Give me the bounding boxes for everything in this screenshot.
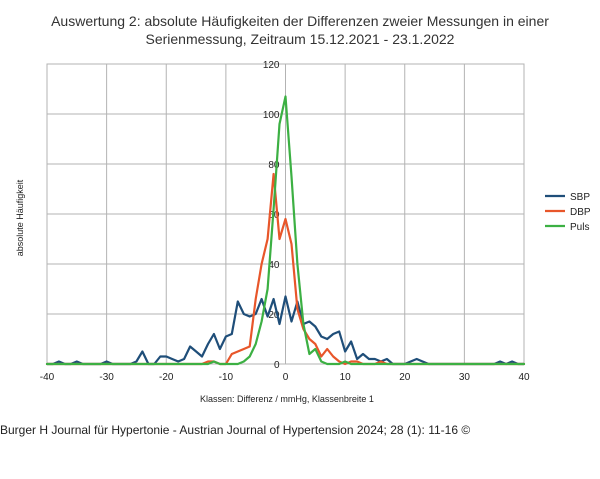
- y-tick-label: 80: [268, 160, 280, 171]
- chart-title: Auswertung 2: absolute Häufigkeiten der …: [51, 13, 549, 47]
- y-tick-label: 120: [263, 60, 280, 71]
- legend-label-puls: Puls: [570, 222, 589, 233]
- y-tick-label: 0: [274, 360, 280, 371]
- y-tick-label: 20: [268, 310, 280, 321]
- legend: SBP DBP Puls: [545, 192, 591, 233]
- x-tick-label: -10: [219, 372, 234, 383]
- x-axis-label: Klassen: Differenz / mmHg, Klassenbreite…: [200, 394, 374, 404]
- x-tick-label: -30: [99, 372, 114, 383]
- x-tick-label: 30: [459, 372, 471, 383]
- y-axis-label: absolute Häufigkeit: [15, 179, 25, 256]
- series-layer: [45, 95, 526, 366]
- x-tick-label: -20: [159, 372, 174, 383]
- x-tick-label: 20: [399, 372, 411, 383]
- legend-label-dbp: DBP: [570, 207, 591, 218]
- chart: Auswertung 2: absolute Häufigkeiten der …: [15, 13, 591, 404]
- x-tick-label: 40: [518, 372, 530, 383]
- y-tick-label: 100: [263, 110, 280, 121]
- source-caption: Burger H Journal für Hypertonie - Austri…: [0, 423, 471, 437]
- chart-title-line-2: Serienmessung, Zeitraum 15.12.2021 - 23.…: [146, 31, 455, 47]
- y-tick-label: 40: [268, 260, 280, 271]
- x-tick-label: 10: [340, 372, 352, 383]
- x-tick-label: 0: [283, 372, 289, 383]
- series-line-puls: [45, 95, 526, 366]
- chart-title-line-1: Auswertung 2: absolute Häufigkeiten der …: [51, 13, 549, 29]
- legend-label-sbp: SBP: [570, 192, 590, 203]
- x-tick-label: -40: [40, 372, 55, 383]
